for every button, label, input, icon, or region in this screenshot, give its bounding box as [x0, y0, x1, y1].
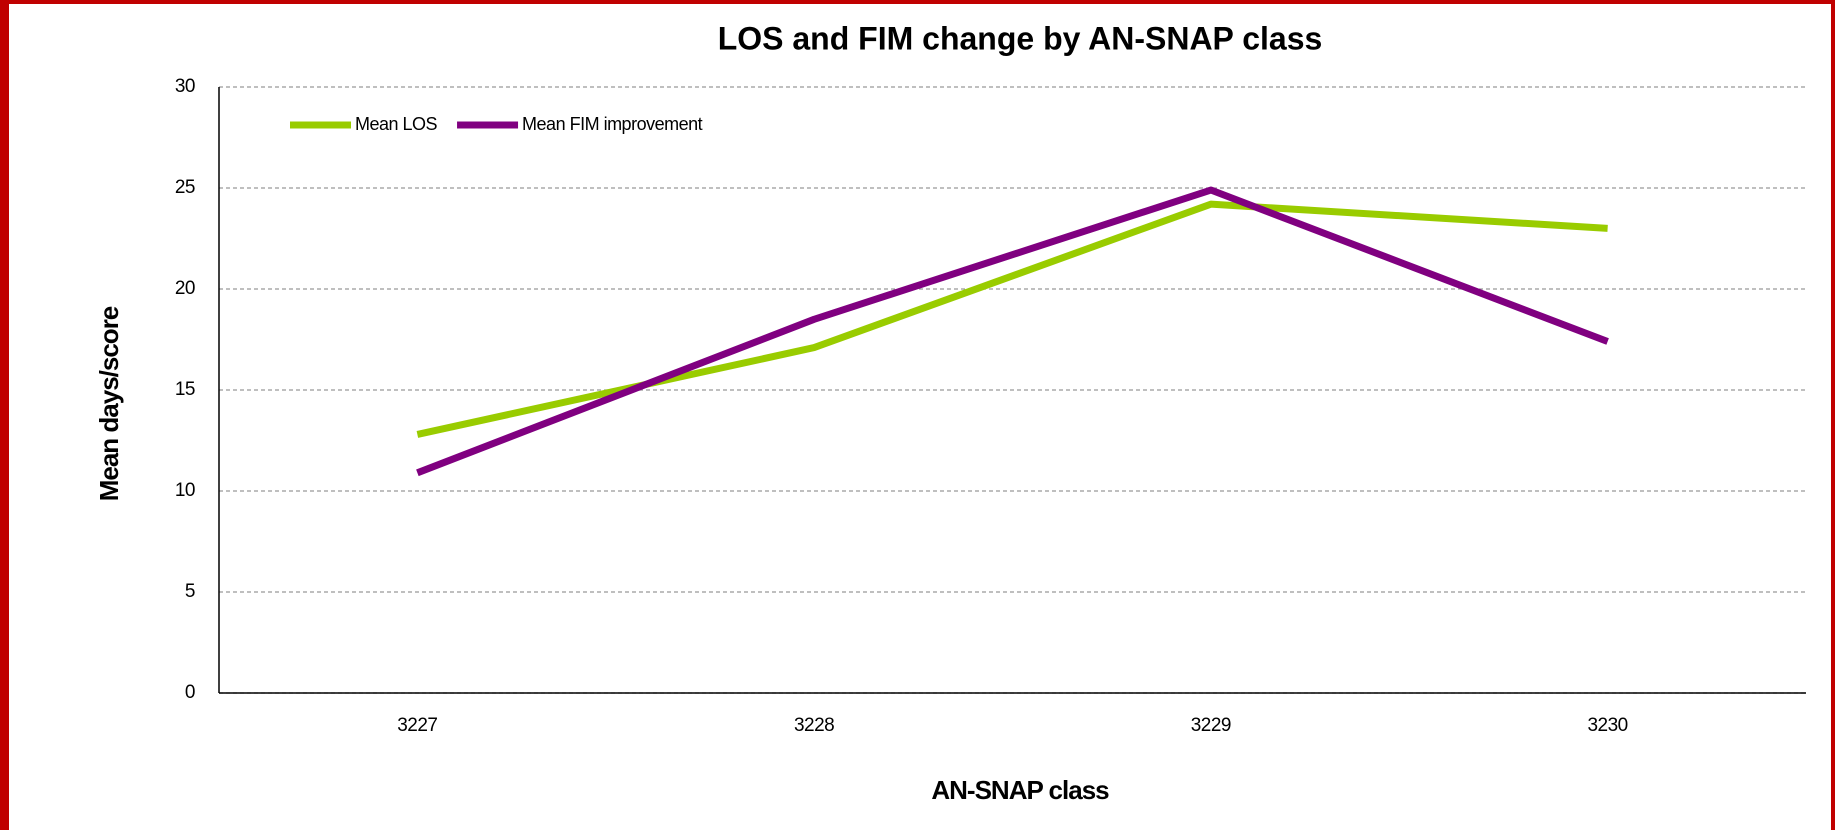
chart-title: LOS and FIM change by AN-SNAP class	[718, 20, 1323, 56]
x-tick-label: 3230	[1587, 715, 1627, 736]
y-tick-label: 30	[175, 76, 195, 97]
series-line	[416, 186, 1609, 477]
y-tick-label: 20	[175, 278, 195, 299]
x-tick-label: 3228	[794, 715, 834, 736]
x-tick-label: 3229	[1191, 715, 1231, 736]
legend-label: Mean LOS	[355, 114, 438, 134]
y-tick-label: 0	[185, 682, 195, 703]
y-tick-label: 5	[185, 581, 195, 602]
y-axis-title: Mean days/score	[94, 306, 124, 501]
series-line	[416, 200, 1608, 438]
x-axis-title: AN-SNAP class	[931, 775, 1109, 805]
legend-label: Mean FIM improvement	[522, 114, 703, 134]
y-tick-label: 15	[175, 379, 195, 400]
y-tick-label: 10	[175, 480, 195, 501]
y-tick-label: 25	[175, 177, 195, 198]
x-tick-label: 3227	[397, 715, 437, 736]
